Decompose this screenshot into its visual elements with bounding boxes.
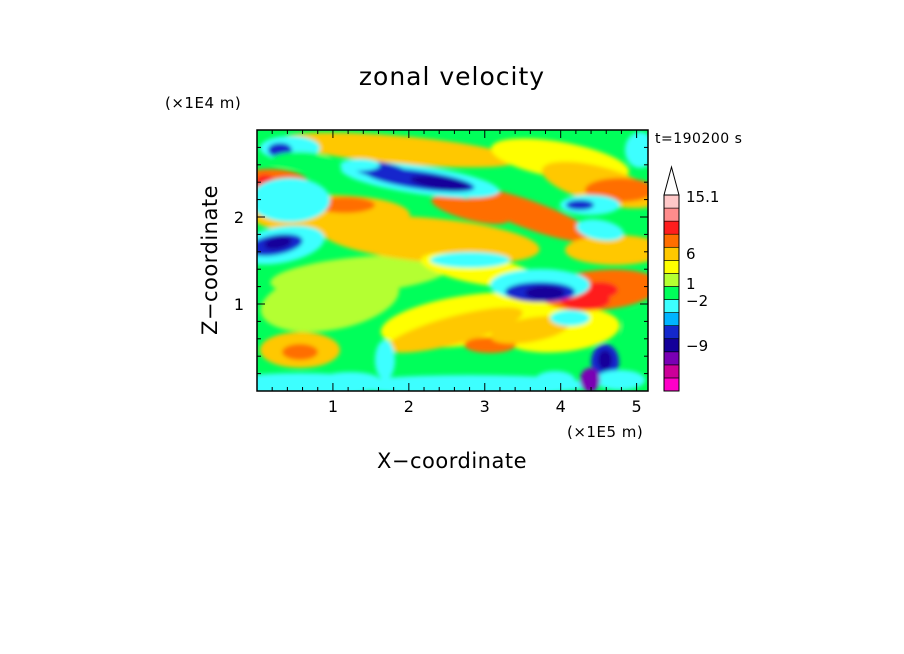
contour-patch bbox=[430, 252, 510, 268]
contour-patch bbox=[410, 175, 470, 191]
axes: 1 2 3 4 5 1 2 bbox=[234, 130, 648, 416]
contour-patch bbox=[320, 372, 380, 388]
colorbar-swatch bbox=[663, 364, 680, 379]
colorbar-swatch bbox=[663, 286, 680, 300]
contour-field bbox=[257, 130, 648, 391]
contour-blobs bbox=[257, 132, 648, 391]
contour-patch bbox=[622, 310, 648, 350]
colorbar-label: 1 bbox=[686, 275, 696, 293]
colorbar-frame bbox=[663, 194, 680, 392]
colorbar-swatch bbox=[663, 338, 680, 353]
colorbar-swatch bbox=[663, 260, 680, 274]
x-tick-label: 1 bbox=[328, 397, 338, 416]
colorbar-swatch bbox=[663, 233, 680, 248]
y-tick-label: 2 bbox=[234, 208, 244, 227]
colorbar-swatch bbox=[663, 273, 680, 287]
contour-patch bbox=[315, 197, 375, 213]
contour-patch bbox=[550, 310, 590, 326]
colorbar-label: 15.1 bbox=[686, 188, 719, 206]
colorbar-label: −9 bbox=[686, 337, 708, 355]
contour-patch bbox=[375, 340, 395, 380]
contour-patch bbox=[270, 152, 330, 168]
y-unit-label: (×1E4 m) bbox=[165, 94, 241, 112]
x-tick-label: 5 bbox=[632, 397, 642, 416]
contour-patch bbox=[280, 132, 520, 168]
colorbar-swatch bbox=[663, 325, 680, 340]
colorbar-swatch bbox=[663, 351, 680, 366]
colorbar-label: −2 bbox=[686, 292, 708, 310]
x-axis-title: X−coordinate bbox=[377, 449, 527, 473]
contour-patch bbox=[566, 200, 594, 210]
colorbar-label: 6 bbox=[686, 245, 696, 263]
x-tick-label: 2 bbox=[404, 397, 414, 416]
contour-patch bbox=[625, 132, 648, 168]
contour-patch bbox=[565, 235, 648, 265]
colorbar-swatch bbox=[663, 207, 680, 222]
time-label: t=190200 s bbox=[655, 131, 742, 147]
contour-patch bbox=[340, 159, 380, 171]
colorbar-swatch bbox=[663, 194, 680, 209]
colorbar-swatch bbox=[663, 377, 680, 392]
colorbar: 15.1 6 1−2 −9 bbox=[663, 165, 719, 392]
x-tick-label: 4 bbox=[556, 397, 566, 416]
colorbar-swatch bbox=[663, 299, 680, 313]
colorbar-extend-arrow bbox=[663, 165, 680, 196]
contour-patch bbox=[464, 187, 596, 243]
contour-patch bbox=[595, 370, 645, 390]
contour-patch bbox=[535, 371, 575, 389]
contour-patch bbox=[282, 344, 318, 360]
contour-patch bbox=[490, 316, 570, 344]
chart-title: zonal velocity bbox=[359, 62, 545, 91]
contour-patch bbox=[270, 255, 450, 295]
contour-patch bbox=[264, 236, 292, 250]
colorbar-swatch bbox=[663, 312, 680, 326]
contour-patch bbox=[598, 350, 612, 370]
y-tick-label: 1 bbox=[234, 295, 244, 314]
plot-frame bbox=[256, 129, 649, 392]
contour-patch bbox=[387, 307, 523, 353]
x-tick-label: 3 bbox=[480, 397, 490, 416]
contour-patch bbox=[580, 368, 600, 391]
x-unit-label: (×1E5 m) bbox=[567, 423, 643, 441]
contour-patch bbox=[576, 219, 624, 241]
colorbar-swatch bbox=[663, 246, 680, 261]
contour-patch bbox=[257, 178, 330, 222]
colorbar-swatch bbox=[663, 220, 680, 235]
y-axis-title: Z−coordinate bbox=[198, 185, 222, 335]
contour-patch bbox=[431, 195, 509, 225]
contour-patch bbox=[525, 286, 565, 300]
